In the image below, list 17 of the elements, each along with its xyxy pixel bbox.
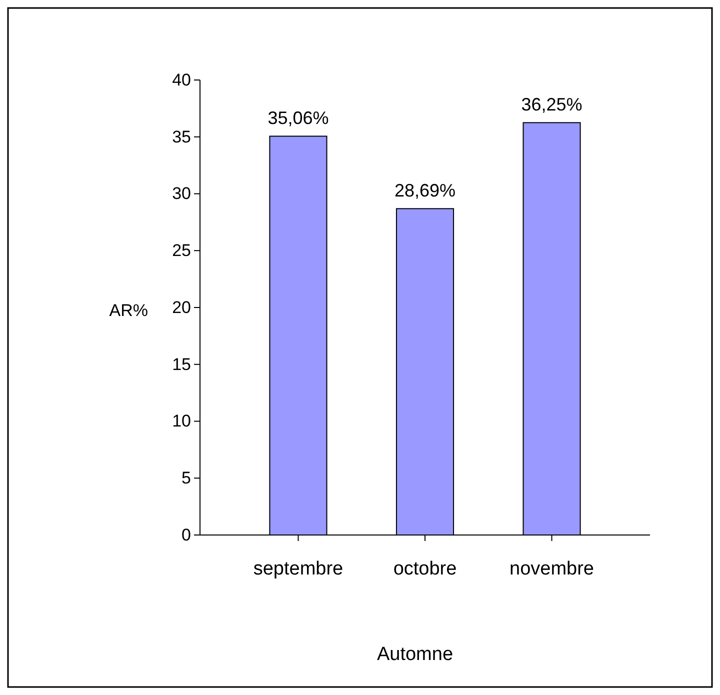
- y-tick-label: 40: [172, 70, 191, 90]
- y-tick-label: 0: [182, 525, 191, 544]
- data-label: 35,06%: [268, 108, 329, 128]
- y-tick-label: 20: [172, 298, 191, 317]
- y-tick-label: 35: [172, 127, 191, 146]
- data-label: 36,25%: [521, 94, 582, 115]
- y-tick-label: 25: [172, 241, 191, 260]
- y-tick-label: 5: [182, 468, 191, 488]
- x-tick-label: octobre: [393, 558, 457, 580]
- x-tick-label: novembre: [510, 558, 594, 580]
- data-label: 28,69%: [394, 180, 456, 201]
- y-tick-label: 15: [172, 354, 191, 374]
- x-axis-title: Automne: [376, 644, 454, 665]
- y-axis-title: AR%: [109, 301, 148, 320]
- y-tick-label: 10: [172, 412, 191, 431]
- x-tick-label: septembre: [253, 558, 344, 580]
- y-tick-label: 30: [172, 184, 191, 204]
